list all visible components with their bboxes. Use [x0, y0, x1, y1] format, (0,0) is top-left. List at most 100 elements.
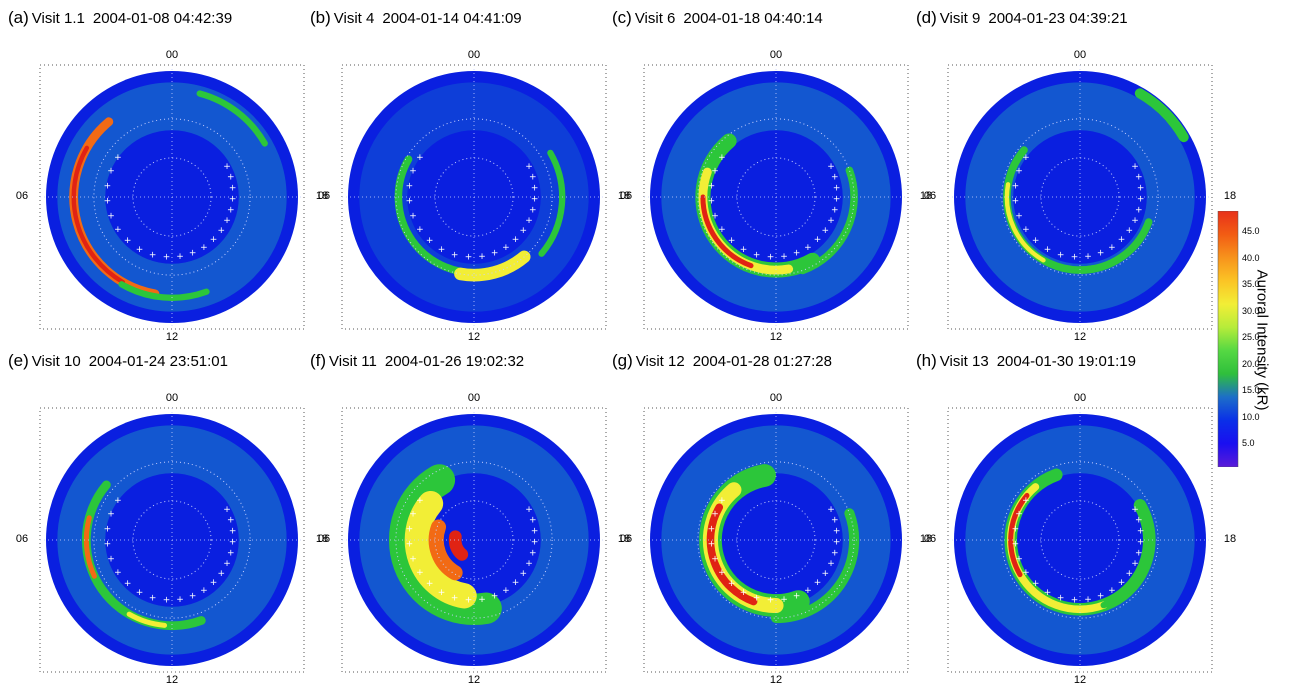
grid-circle: [395, 461, 553, 619]
oval-marker: +: [104, 540, 112, 550]
local-time-label-bottom: 12: [769, 331, 783, 343]
oval-marker: +: [114, 225, 122, 235]
oval-marker: +: [1022, 568, 1030, 578]
oval-marker: +: [406, 540, 414, 550]
oval-marker: +: [223, 216, 231, 226]
oval-marker: +: [1108, 243, 1116, 253]
panel-title: (a) Visit 1.1 2004-01-08 04:42:39: [8, 8, 232, 28]
oval-marker: +: [1012, 181, 1020, 191]
oval-marker: +: [831, 549, 839, 559]
oval-marker: +: [217, 226, 225, 236]
oval-marker: +: [831, 515, 839, 525]
oval-marker: +: [502, 243, 510, 253]
panel-letter: (g): [612, 351, 633, 370]
oval-marker: +: [1135, 515, 1143, 525]
oval-marker: +: [833, 538, 841, 548]
aurora-emission: [394, 155, 491, 277]
oval-marker: +: [124, 579, 132, 589]
oval-marker: +: [519, 226, 527, 236]
oval-marker: +: [1071, 596, 1079, 606]
oval-marker: +: [451, 593, 459, 603]
oval-marker: +: [531, 526, 539, 536]
oval-marker: +: [827, 216, 835, 226]
oval-marker: +: [229, 538, 237, 548]
oval-marker: +: [104, 524, 112, 534]
grid-circle: [697, 118, 855, 276]
aurora-emission: [448, 530, 469, 561]
oval-marker: +: [1137, 526, 1145, 536]
local-time-label-top: 00: [165, 392, 179, 404]
aurora-emission: [700, 194, 754, 269]
polar-disk: [954, 414, 1206, 666]
panel-letter: (a): [8, 8, 29, 27]
oval-marker: +: [1118, 578, 1126, 588]
oval-marker: +: [406, 524, 414, 534]
oval-marker: +: [1125, 226, 1133, 236]
oval-marker: +: [1135, 172, 1143, 182]
oval-marker: +: [711, 167, 719, 177]
oval-marker: +: [210, 578, 218, 588]
panel-visit: Visit 10: [31, 353, 81, 370]
grid-circle: [132, 157, 212, 237]
oval-marker: +: [512, 235, 520, 245]
oval-marker: +: [104, 181, 112, 191]
oval-marker: +: [1057, 593, 1065, 603]
oval-marker: +: [525, 559, 533, 569]
oval-marker: +: [229, 526, 237, 536]
oval-marker: +: [718, 153, 726, 163]
oval-marker: +: [1131, 162, 1139, 172]
oval-marker: +: [416, 153, 424, 163]
aurora-emission: [69, 117, 160, 299]
oval-marker: +: [1015, 554, 1023, 564]
oval-marker: +: [531, 195, 539, 205]
plot-frame: [39, 407, 305, 673]
panel-title: (d) Visit 9 2004-01-23 04:39:21: [916, 8, 1128, 28]
oval-marker: +: [831, 172, 839, 182]
oval-marker: +: [1015, 167, 1023, 177]
panel-title: (e) Visit 10 2004-01-24 23:51:01: [8, 351, 228, 371]
oval-marker: +: [217, 569, 225, 579]
grid-circle: [434, 157, 514, 237]
oval-marker: +: [409, 510, 417, 520]
local-time-label-bottom: 12: [467, 331, 481, 343]
oval-marker: +: [519, 569, 527, 579]
aurora-emission: [1003, 146, 1097, 274]
oval-marker: +: [409, 554, 417, 564]
diffuse-emission: [57, 425, 287, 655]
local-time-label-right: 18: [919, 533, 933, 545]
colorbar-tick: 30.0: [1242, 305, 1260, 316]
oval-marker: +: [1108, 586, 1116, 596]
grid-circle: [434, 500, 514, 580]
grid-circle: [736, 157, 816, 237]
colorbar-tick: 15.0: [1242, 385, 1260, 395]
oval-marker: +: [227, 172, 235, 182]
grid-circle: [132, 500, 212, 580]
colorbar-tick: 10.0: [1242, 411, 1260, 422]
panel-title: (b) Visit 4 2004-01-14 04:41:09: [310, 8, 522, 28]
oval-marker: +: [1012, 540, 1020, 550]
oval-marker: +: [176, 595, 184, 605]
oval-marker: +: [1135, 549, 1143, 559]
aurora-emission: [1004, 182, 1046, 263]
oval-marker: +: [529, 515, 537, 525]
oval-marker: +: [426, 236, 434, 246]
panel-letter: (f): [310, 351, 327, 370]
oval-marker: +: [793, 592, 801, 602]
oval-marker: +: [229, 183, 237, 193]
oval-marker: +: [149, 250, 157, 260]
diffuse-emission: [661, 425, 891, 655]
oval-marker: +: [491, 249, 499, 259]
oval-marker: +: [107, 510, 115, 520]
aurora-emission: [454, 250, 531, 282]
grid-circle: [1040, 157, 1120, 237]
aurora-emission: [538, 149, 566, 257]
oval-marker: +: [114, 496, 122, 506]
local-time-label-right: 18: [315, 533, 329, 545]
oval-marker: +: [821, 569, 829, 579]
oval-marker: +: [176, 252, 184, 262]
grid-circle: [697, 461, 855, 619]
panel-title: (h) Visit 13 2004-01-30 19:01:19: [916, 351, 1136, 371]
oval-marker: +: [1125, 569, 1133, 579]
panel-visit: Visit 1.1: [31, 10, 85, 27]
local-time-label-top: 00: [467, 392, 481, 404]
